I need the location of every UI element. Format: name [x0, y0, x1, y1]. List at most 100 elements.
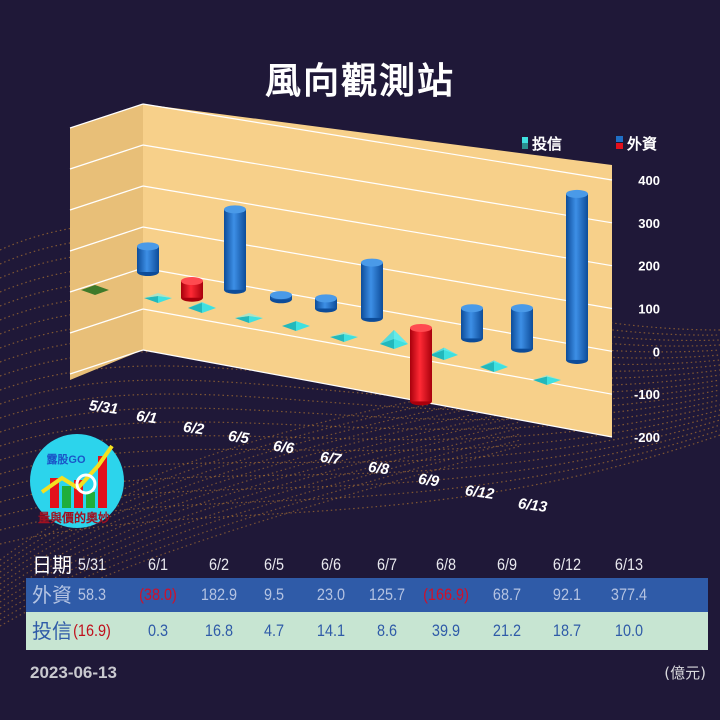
foreign-cell: 377.4 [610, 585, 648, 604]
trust-bar-6/12 [480, 360, 508, 372]
dotted-curve [0, 424, 720, 517]
date-cell: 6/6 [320, 555, 342, 574]
y-tick-label: 100 [638, 302, 660, 317]
gridline [142, 103, 613, 181]
cylinder-body [566, 193, 588, 360]
foreign-bar-6/13 [566, 189, 588, 364]
y-tick-label: 0 [653, 344, 660, 359]
cylinder-body [224, 209, 246, 290]
trust-bar-6/5 [235, 313, 263, 323]
trust-cell: 10.0 [614, 621, 644, 640]
date-cell: 6/7 [376, 555, 398, 574]
pyramid-face [430, 347, 458, 355]
logo-bar [50, 478, 59, 508]
dotted-curve [0, 421, 521, 603]
foreign-bar-6/1 [181, 277, 203, 302]
dotted-curve [0, 433, 521, 615]
trust-bar-6/2 [188, 302, 216, 313]
side-wall [70, 104, 143, 380]
foreign-cell: 9.5 [263, 585, 285, 604]
cylinder-top [137, 242, 159, 251]
date-cell: 6/1 [147, 555, 169, 574]
cylinder-top [511, 304, 533, 313]
dotted-curve [0, 429, 720, 531]
foreign-cell: (166.9) [423, 585, 469, 604]
cylinder-body [181, 281, 203, 298]
gridline [142, 144, 613, 224]
pyramid-face [249, 316, 263, 323]
cylinder-body [511, 308, 533, 349]
trust-bar-6/7 [330, 332, 358, 342]
dotted-curve [0, 391, 521, 573]
y-tick-label: 200 [638, 259, 660, 274]
trust-row: 投信 (16.9) 0.3 16.8 4.7 14.1 8.6 39.9 21.2 18.7 10… [26, 612, 708, 650]
y-tick-label: 400 [638, 173, 660, 188]
x-tick-label: 6/7 [319, 449, 343, 469]
dotted-curve [0, 434, 720, 545]
cylinder-top [270, 291, 292, 300]
trust-cell: 16.8 [204, 621, 234, 640]
trust-cell: 14.1 [316, 621, 346, 640]
x-tick-label: 6/5 [227, 428, 251, 448]
trust-bar-6/13 [533, 375, 561, 385]
dotted-curve [0, 414, 720, 489]
magnifier-icon [75, 473, 97, 495]
gridline [142, 185, 613, 267]
dotted-curve [0, 427, 521, 609]
pyramid-face [144, 293, 172, 298]
foreign-row: 外資 58.3 (38.0) 182.9 9.5 23.0 125.7 (166.9) 68.… [26, 578, 708, 612]
pyramid-face [494, 360, 508, 372]
x-tick-label: 6/8 [367, 459, 391, 479]
foreign-cell: 125.7 [368, 585, 406, 604]
date-cell: 6/13 [614, 555, 644, 574]
pyramid-face [330, 332, 358, 337]
dotted-curve [0, 385, 521, 567]
cylinder-body [410, 327, 432, 402]
legend: 投信 外資 [522, 135, 657, 153]
date-cell: 6/9 [496, 555, 518, 574]
logo-name: 露股GO [46, 453, 86, 466]
legend-swatch-trust [522, 137, 528, 143]
pyramid-face [380, 330, 408, 344]
trust-bar-6/8 [380, 330, 408, 349]
foreign-cell: 182.9 [200, 585, 238, 604]
trust-cell: 18.7 [552, 621, 582, 640]
cylinder-body [315, 298, 337, 309]
trust-cell: (16.9) [73, 621, 111, 640]
pyramid-face [547, 376, 561, 385]
x-tick-label: 6/1 [135, 408, 158, 428]
side-gridline [69, 308, 144, 334]
pyramid-face [282, 321, 296, 331]
legend-label-foreign: 外資 [626, 135, 657, 153]
date-cell: 6/5 [263, 555, 285, 574]
logo-bar [62, 486, 71, 508]
foreign-bar-6/12 [511, 304, 533, 353]
dotted-curve [0, 409, 720, 475]
date-cell: 6/2 [208, 555, 230, 574]
foreign-bar-6/5 [270, 291, 292, 304]
cylinder-top [181, 277, 203, 286]
x-tick-label: 6/2 [182, 419, 206, 439]
pyramid-face [158, 296, 172, 303]
cylinder-top [461, 304, 483, 313]
side-gridline [69, 267, 144, 293]
pyramid-face [344, 333, 358, 342]
date-header: 日期 [32, 553, 72, 577]
foreign-cell: 92.1 [552, 585, 582, 604]
legend-label-trust: 投信 [532, 135, 562, 153]
trust-cell: 39.9 [431, 621, 461, 640]
pyramid-face [235, 313, 263, 318]
dotted-curve [0, 419, 720, 503]
cylinder-body [137, 246, 159, 272]
foreign-bar-6/2 [224, 205, 246, 294]
date-cell: 6/12 [552, 555, 582, 574]
y-tick-label: 300 [638, 216, 660, 231]
cylinder-top [566, 189, 588, 198]
foreign-label: 外資 [32, 583, 72, 607]
pyramid-face [533, 376, 547, 385]
foreign-bar-6/6 [315, 294, 337, 313]
trust-cell: 21.2 [492, 621, 522, 640]
side-gridline [69, 226, 144, 252]
unit-label: (億元) [664, 664, 706, 682]
x-tick-label: 6/13 [517, 495, 549, 516]
